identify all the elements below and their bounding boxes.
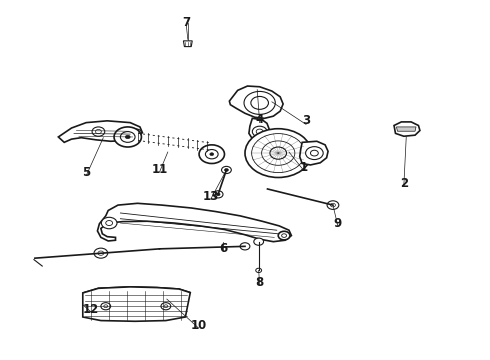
Circle shape	[121, 132, 135, 142]
Circle shape	[213, 191, 223, 198]
Text: 10: 10	[191, 319, 207, 332]
Circle shape	[240, 243, 250, 250]
Circle shape	[251, 96, 269, 109]
Text: 7: 7	[182, 16, 191, 29]
Circle shape	[224, 168, 228, 171]
Circle shape	[254, 238, 264, 245]
Text: 4: 4	[255, 113, 264, 126]
Circle shape	[270, 147, 287, 159]
Circle shape	[161, 303, 171, 310]
Text: 8: 8	[255, 276, 264, 289]
Polygon shape	[83, 287, 190, 299]
Circle shape	[92, 127, 105, 136]
Circle shape	[244, 91, 275, 114]
Text: 5: 5	[82, 166, 90, 179]
Circle shape	[125, 135, 130, 139]
Circle shape	[252, 134, 305, 172]
Polygon shape	[300, 141, 328, 165]
Circle shape	[216, 193, 220, 196]
Text: 12: 12	[83, 303, 99, 316]
Text: 1: 1	[299, 161, 308, 174]
Circle shape	[164, 305, 168, 308]
Circle shape	[132, 129, 142, 136]
Polygon shape	[83, 287, 190, 321]
Circle shape	[256, 268, 262, 273]
Circle shape	[98, 251, 104, 255]
Circle shape	[306, 147, 323, 159]
Circle shape	[256, 129, 263, 134]
Circle shape	[331, 203, 335, 207]
Circle shape	[205, 149, 218, 159]
Polygon shape	[229, 86, 283, 118]
Text: 3: 3	[302, 114, 310, 127]
Circle shape	[221, 166, 231, 174]
Circle shape	[94, 248, 108, 258]
Circle shape	[199, 145, 224, 163]
Circle shape	[210, 153, 214, 156]
Circle shape	[262, 141, 295, 165]
Circle shape	[104, 305, 108, 308]
Circle shape	[101, 303, 111, 310]
Circle shape	[114, 127, 142, 147]
Circle shape	[327, 201, 339, 210]
Polygon shape	[396, 127, 416, 131]
Polygon shape	[98, 203, 292, 242]
Polygon shape	[58, 121, 143, 142]
Polygon shape	[394, 122, 420, 136]
Text: 13: 13	[203, 190, 219, 203]
Text: 11: 11	[151, 163, 168, 176]
Polygon shape	[249, 118, 270, 141]
Text: 2: 2	[400, 177, 408, 190]
Text: 6: 6	[219, 242, 227, 255]
Text: 9: 9	[334, 216, 342, 230]
Circle shape	[252, 126, 267, 137]
Circle shape	[311, 150, 319, 156]
Circle shape	[245, 129, 312, 177]
Circle shape	[106, 221, 113, 226]
Circle shape	[278, 231, 290, 240]
Circle shape	[96, 130, 101, 134]
Circle shape	[282, 234, 287, 237]
Polygon shape	[183, 41, 192, 46]
Circle shape	[101, 217, 117, 229]
